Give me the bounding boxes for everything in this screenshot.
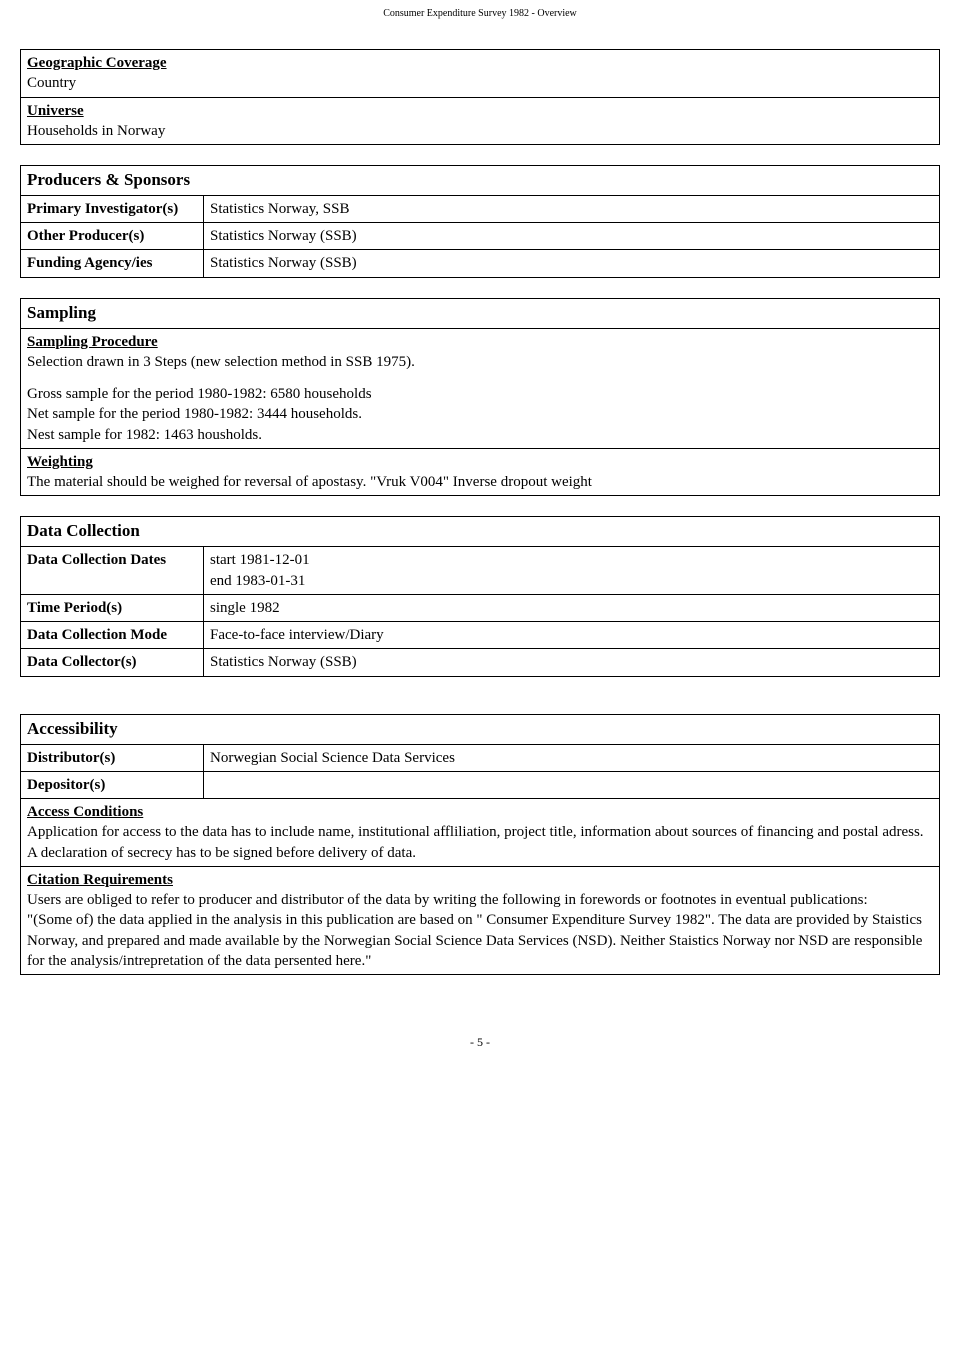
accessibility-row: Distributor(s) Norwegian Social Science … (21, 745, 939, 772)
producers-row-value: Statistics Norway (SSB) (204, 250, 939, 276)
weighting-cell: Weighting The material should be weighed… (21, 449, 939, 496)
producers-row: Primary Investigator(s) Statistics Norwa… (21, 196, 939, 223)
geographic-box: Geographic Coverage Country Universe Hou… (20, 49, 940, 145)
producers-title-cell: Producers & Sponsors (21, 166, 939, 196)
producers-row: Funding Agency/ies Statistics Norway (SS… (21, 250, 939, 276)
accessibility-row: Depositor(s) (21, 772, 939, 799)
producers-title: Producers & Sponsors (27, 170, 190, 189)
datacollection-title-cell: Data Collection (21, 517, 939, 547)
accessibility-row-value: Norwegian Social Science Data Services (204, 745, 939, 771)
datacollection-row-label: Data Collector(s) (21, 649, 204, 675)
universe-heading: Universe (27, 103, 84, 119)
sampling-sample-block: Gross sample for the period 1980-1982: 6… (27, 384, 933, 445)
datacollection-title: Data Collection (27, 521, 140, 540)
datacollection-row-label: Data Collection Dates (21, 547, 204, 594)
weighting-heading: Weighting (27, 454, 93, 470)
geographic-value: Country (27, 75, 76, 91)
citation-text: Users are obliged to refer to producer a… (27, 892, 922, 969)
page: Consumer Expenditure Survey 1982 - Overv… (0, 0, 960, 1080)
sampling-sample-line: Gross sample for the period 1980-1982: 6… (27, 386, 372, 402)
accessibility-title: Accessibility (27, 719, 118, 738)
producers-row: Other Producer(s) Statistics Norway (SSB… (21, 223, 939, 250)
geographic-cell: Geographic Coverage Country (21, 50, 939, 98)
universe-cell: Universe Households in Norway (21, 98, 939, 145)
accessibility-title-cell: Accessibility (21, 715, 939, 745)
producers-row-label: Primary Investigator(s) (21, 196, 204, 222)
citation-heading: Citation Requirements (27, 872, 173, 888)
producers-row-value: Statistics Norway, SSB (204, 196, 939, 222)
sampling-title-cell: Sampling (21, 299, 939, 329)
datacollection-row-label: Data Collection Mode (21, 622, 204, 648)
sampling-procedure-line: Selection drawn in 3 Steps (new selectio… (27, 354, 415, 370)
datacollection-row-value: Face-to-face interview/Diary (204, 622, 939, 648)
datacollection-row-value: single 1982 (204, 595, 939, 621)
datacollection-row: Data Collection Dates start 1981-12-01 e… (21, 547, 939, 595)
sampling-procedure-cell: Sampling Procedure Selection drawn in 3 … (21, 329, 939, 449)
page-header: Consumer Expenditure Survey 1982 - Overv… (20, 8, 940, 19)
accessibility-row-label: Depositor(s) (21, 772, 204, 798)
datacollection-row: Data Collection Mode Face-to-face interv… (21, 622, 939, 649)
universe-value: Households in Norway (27, 123, 165, 139)
datacollection-box: Data Collection Data Collection Dates st… (20, 516, 940, 676)
datacollection-row-value: start 1981-12-01 end 1983-01-31 (204, 547, 939, 594)
citation-cell: Citation Requirements Users are obliged … (21, 867, 939, 974)
datacollection-row-value: Statistics Norway (SSB) (204, 649, 939, 675)
datacollection-row: Data Collector(s) Statistics Norway (SSB… (21, 649, 939, 675)
accessibility-row-value (204, 772, 939, 798)
sampling-procedure-heading: Sampling Procedure (27, 334, 158, 350)
producers-row-value: Statistics Norway (SSB) (204, 223, 939, 249)
access-conditions-cell: Access Conditions Application for access… (21, 799, 939, 867)
producers-box: Producers & Sponsors Primary Investigato… (20, 165, 940, 278)
accessibility-row-label: Distributor(s) (21, 745, 204, 771)
sampling-title: Sampling (27, 303, 96, 322)
page-footer: - 5 - (20, 1035, 940, 1050)
weighting-text: The material should be weighed for rever… (27, 474, 592, 490)
producers-row-label: Funding Agency/ies (21, 250, 204, 276)
access-conditions-text: Application for access to the data has t… (27, 824, 924, 860)
producers-row-label: Other Producer(s) (21, 223, 204, 249)
datacollection-row: Time Period(s) single 1982 (21, 595, 939, 622)
accessibility-box: Accessibility Distributor(s) Norwegian S… (20, 714, 940, 975)
access-conditions-heading: Access Conditions (27, 804, 143, 820)
geographic-heading: Geographic Coverage (27, 55, 167, 71)
sampling-sample-line: Net sample for the period 1980-1982: 344… (27, 406, 362, 422)
sampling-sample-line: Nest sample for 1982: 1463 housholds. (27, 427, 262, 443)
sampling-box: Sampling Sampling Procedure Selection dr… (20, 298, 940, 497)
datacollection-row-label: Time Period(s) (21, 595, 204, 621)
